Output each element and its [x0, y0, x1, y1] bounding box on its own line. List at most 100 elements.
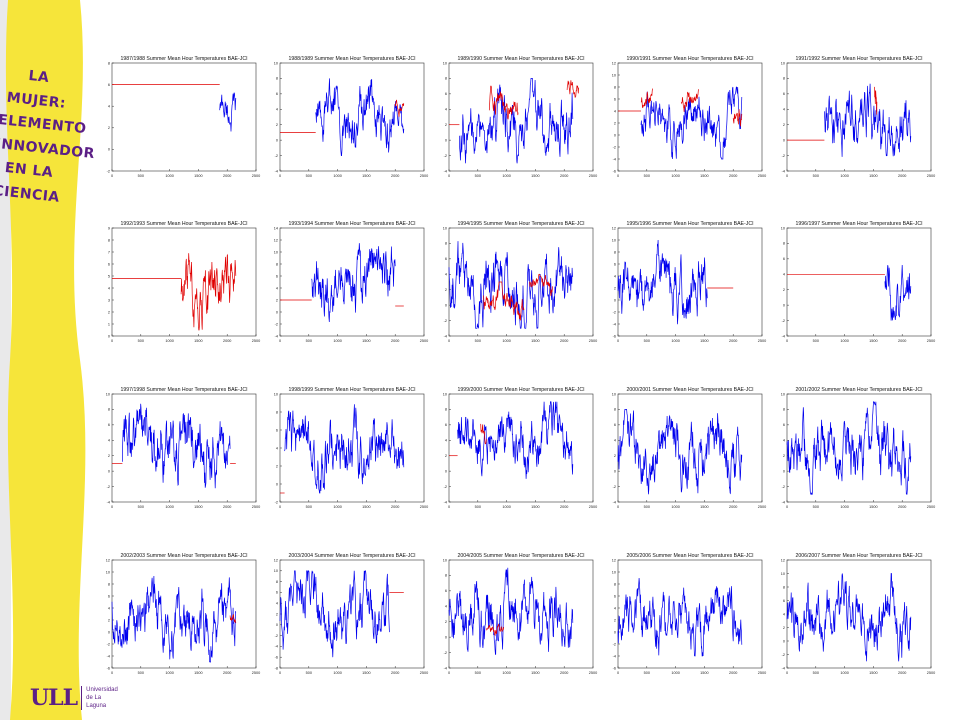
y-tick-label: 8 — [614, 408, 616, 412]
sidebar: LA MUJER: ELEMENTO INNOVADOR EN LA CIENC… — [0, 0, 118, 720]
x-tick-label: 0 — [448, 505, 450, 509]
y-tick-label: 6 — [614, 97, 616, 101]
y-tick-label: 10 — [443, 61, 447, 65]
y-tick-label: -4 — [275, 334, 278, 338]
y-tick-label: -2 — [275, 154, 278, 158]
x-tick-label: 0 — [786, 174, 788, 178]
x-tick-label: 500 — [138, 671, 144, 675]
y-tick-label: 2 — [445, 123, 447, 127]
chart-panel: 2003/2004 Summer Mean Hour Temperatures … — [274, 553, 428, 675]
y-tick-label: 10 — [443, 226, 447, 230]
y-tick-label: -4 — [613, 654, 616, 658]
left-grey-strip — [0, 0, 11, 720]
x-tick-label: 500 — [475, 174, 481, 178]
x-tick-label: 1500 — [531, 339, 539, 343]
y-tick-label: -6 — [613, 169, 616, 173]
y-tick-label: -2 — [782, 485, 785, 489]
y-tick-label: 6 — [445, 589, 447, 593]
x-tick-label: 0 — [786, 671, 788, 675]
y-tick-label: 0 — [783, 639, 785, 643]
x-tick-label: 1000 — [671, 671, 679, 675]
x-tick-label: 2000 — [560, 339, 568, 343]
x-tick-label: 2500 — [758, 505, 766, 509]
plot-frame — [617, 559, 763, 669]
y-tick-label: -2 — [107, 642, 110, 646]
y-tick-label: 2 — [108, 454, 110, 458]
y-tick-label: 10 — [612, 570, 616, 574]
x-tick-label: 1500 — [531, 505, 539, 509]
y-tick-label: 8 — [108, 238, 110, 242]
plot-frame — [279, 393, 425, 503]
x-tick-label: 2000 — [729, 671, 737, 675]
series-line — [874, 86, 878, 115]
y-tick-label: 2 — [614, 454, 616, 458]
y-tick-label: 6 — [783, 423, 785, 427]
y-tick-label: 8 — [276, 580, 278, 584]
plot-frame — [111, 62, 257, 172]
x-tick-label: 0 — [617, 339, 619, 343]
y-tick-label: 2 — [276, 464, 278, 468]
y-tick-label: 8 — [445, 242, 447, 246]
y-tick-label: 0 — [445, 303, 447, 307]
x-tick-label: 2000 — [223, 174, 231, 178]
series-line — [480, 423, 487, 445]
x-tick-label: 1000 — [333, 339, 341, 343]
x-tick-label: 500 — [644, 505, 650, 509]
y-tick-label: 6 — [108, 262, 110, 266]
series-line — [486, 623, 505, 637]
x-tick-label: 0 — [111, 339, 113, 343]
x-tick-label: 500 — [813, 339, 819, 343]
y-tick-label: -8 — [275, 666, 278, 670]
series-line — [732, 109, 743, 127]
y-tick-label: 8 — [108, 408, 110, 412]
x-tick-label: 2000 — [391, 671, 399, 675]
x-tick-label: 0 — [279, 505, 281, 509]
y-tick-label: 4 — [783, 612, 785, 616]
y-tick-label: 0 — [445, 138, 447, 142]
y-tick-label: 4 — [276, 108, 278, 112]
y-tick-label: 6 — [783, 599, 785, 603]
logo-text: Universidad de La Laguna — [86, 687, 118, 709]
x-tick-label: 1500 — [362, 505, 370, 509]
chart-panel: 1989/1990 Summer Mean Hour Temperatures … — [443, 56, 597, 178]
y-tick-label: 4 — [108, 439, 110, 443]
series-line — [488, 85, 519, 120]
x-tick-label: 2500 — [252, 339, 260, 343]
chart-panel: 1991/1992 Summer Mean Hour Temperatures … — [781, 56, 935, 178]
y-tick-label: 4 — [614, 439, 616, 443]
y-tick-label: 2 — [614, 286, 616, 290]
y-tick-label: 4 — [614, 109, 616, 113]
y-tick-label: 12 — [612, 558, 616, 562]
x-tick-label: 2500 — [927, 671, 935, 675]
chart-panel: 1992/1993 Summer Mean Hour Temperatures … — [108, 221, 260, 343]
x-tick-label: 0 — [448, 339, 450, 343]
chart-title: 2001/2002 Summer Mean Hour Temperatures … — [795, 387, 922, 393]
x-tick-label: 0 — [448, 174, 450, 178]
y-tick-label: 4 — [783, 439, 785, 443]
x-tick-label: 500 — [306, 505, 312, 509]
plot-frame — [279, 559, 425, 669]
y-tick-label: -4 — [613, 157, 616, 161]
x-tick-label: 2000 — [223, 339, 231, 343]
series-line — [315, 78, 405, 156]
y-tick-label: -4 — [444, 169, 447, 173]
chart-title: 2003/2004 Summer Mean Hour Temperatures … — [288, 553, 415, 559]
x-tick-label: 1000 — [333, 174, 341, 178]
chart-panel: 2006/2007 Summer Mean Hour Temperatures … — [781, 553, 935, 675]
y-tick-label: 0 — [108, 469, 110, 473]
y-tick-label: 8 — [783, 408, 785, 412]
y-tick-label: 10 — [274, 392, 278, 396]
y-tick-label: 2 — [445, 288, 447, 292]
y-tick-label: -2 — [444, 651, 447, 655]
chart-title: 2006/2007 Summer Mean Hour Temperatures … — [795, 553, 922, 559]
y-tick-label: 8 — [276, 77, 278, 81]
x-tick-label: 0 — [279, 174, 281, 178]
series-line — [529, 273, 554, 297]
series-line — [180, 253, 237, 331]
y-tick-label: 6 — [614, 594, 616, 598]
x-tick-label: 1500 — [869, 671, 877, 675]
y-tick-label: 10 — [443, 392, 447, 396]
chart-title: 1990/1991 Summer Mean Hour Temperatures … — [626, 56, 753, 62]
sidebar-background — [0, 0, 100, 720]
y-tick-label: 12 — [781, 558, 785, 562]
